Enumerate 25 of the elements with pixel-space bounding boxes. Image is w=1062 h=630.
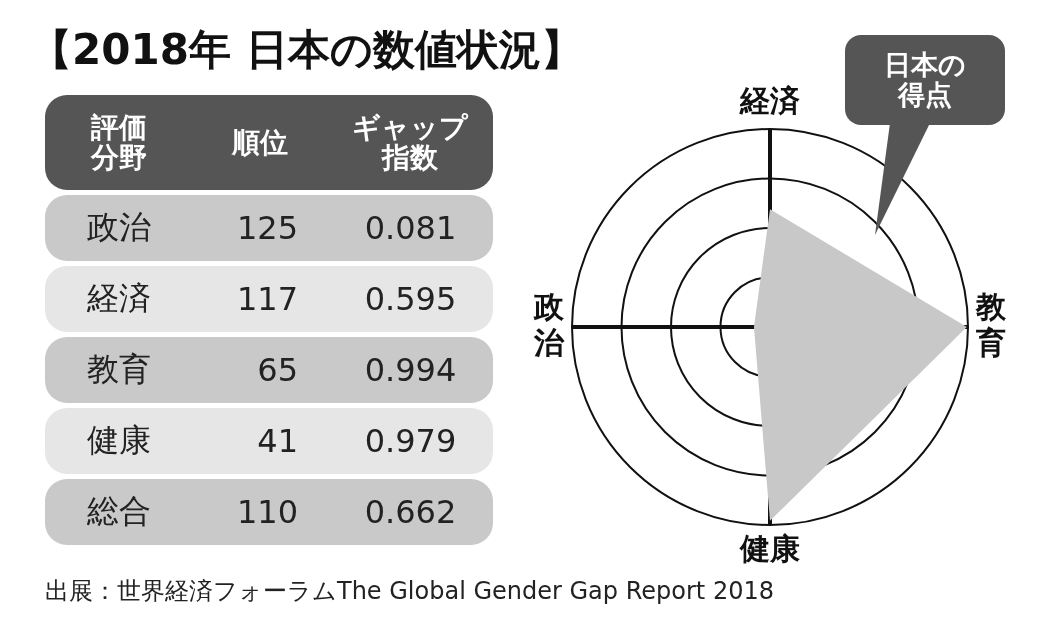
text: 経済: [45, 266, 193, 332]
text: 総合: [45, 479, 193, 545]
spoke-label: 教育: [975, 288, 1007, 360]
text: 政治: [45, 195, 193, 261]
text: 評価分野: [90, 111, 148, 174]
spoke-label: 健康: [739, 530, 800, 566]
text: 0.994: [328, 337, 493, 403]
text: 65: [193, 337, 328, 403]
text: 0.595: [328, 266, 493, 332]
text: 0.081: [328, 195, 493, 261]
text: 出展：世界経済フォーラムThe Global Gender Gap Report 2018: [45, 576, 774, 607]
speech-bubble: 日本の得点: [845, 35, 1005, 235]
text: 110: [193, 479, 328, 545]
text: 健康: [45, 408, 193, 474]
text: ギャップ指数: [351, 111, 470, 174]
spoke-label: 経済: [739, 82, 800, 118]
text: 0.662: [328, 479, 493, 545]
text: 117: [193, 266, 328, 332]
text: 【2018年 日本の数値状況】: [30, 24, 583, 76]
text: 41: [193, 408, 328, 474]
text: 125: [193, 195, 328, 261]
text: 0.979: [328, 408, 493, 474]
text: 順位: [231, 125, 290, 159]
spoke-label: 政治: [533, 288, 565, 360]
text: 教育: [45, 337, 193, 403]
